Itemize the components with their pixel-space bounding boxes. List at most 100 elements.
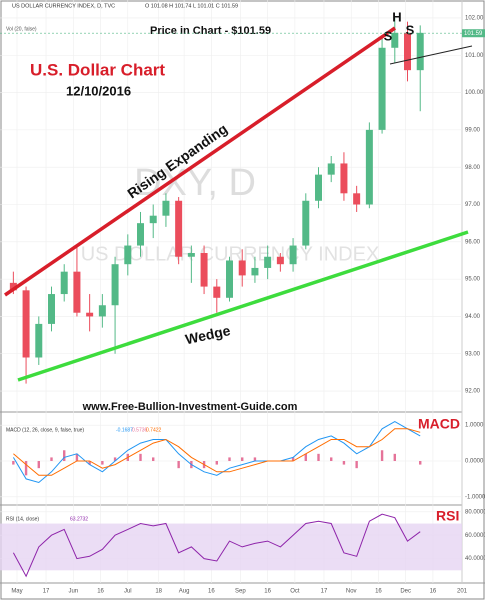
last-price-label: 101.59 — [464, 31, 483, 37]
annotation: H — [392, 9, 401, 24]
last-price-tag — [462, 29, 485, 38]
x-tick-label: Jun — [68, 589, 78, 595]
x-tick-label: 16 — [208, 589, 215, 595]
y-tick-label: 99.00 — [465, 127, 481, 133]
macd-line — [12, 421, 421, 484]
candle-body — [226, 260, 234, 298]
candle-body — [391, 32, 399, 48]
x-tick-label: May — [11, 589, 22, 595]
histogram-bar — [24, 461, 28, 476]
x-tick-label: 16 — [375, 589, 382, 595]
candle-body — [98, 305, 106, 317]
histogram-bar — [304, 453, 307, 461]
candle-body — [124, 245, 132, 265]
header: US DOLLAR CURRENCY INDEX, D, TVC — [12, 3, 115, 9]
candle-body — [149, 215, 157, 224]
candle-body — [22, 290, 30, 358]
x-tick-label: Nov — [346, 589, 357, 595]
y-tick-label: 40.0000 — [465, 556, 485, 562]
histogram-bar — [113, 457, 117, 461]
histogram-bar — [63, 450, 66, 461]
panel-title: MACD — [418, 416, 460, 432]
x-tick-label: Jul — [124, 589, 132, 595]
x-tick-label: 18 — [155, 589, 162, 595]
y-tick-label: 80.0000 — [465, 509, 485, 515]
y-tick-label: 98.00 — [465, 165, 481, 171]
candle-body — [404, 32, 412, 71]
candle-body — [175, 200, 183, 257]
y-tick-label: 100.00 — [465, 90, 484, 96]
x-tick-label: Aug — [179, 589, 190, 595]
y-tick-label: 1.0000 — [465, 423, 484, 429]
histogram-bar — [393, 453, 396, 461]
candle-body — [60, 271, 68, 295]
y-tick-label: 95.00 — [465, 277, 481, 283]
histogram-bar — [177, 461, 180, 469]
candle-body — [340, 163, 348, 194]
histogram-bar — [228, 457, 231, 461]
histogram-bar — [37, 461, 40, 469]
histogram-bar — [342, 461, 346, 465]
x-tick-label: Dec — [400, 589, 411, 595]
candle-body — [378, 47, 386, 130]
candle-body — [365, 129, 373, 205]
y-tick-label: 93.00 — [465, 351, 481, 357]
rsi-line — [12, 513, 421, 578]
candle-body — [48, 294, 55, 324]
candle-body — [302, 200, 310, 246]
histogram-bar — [50, 457, 53, 461]
candle-body — [315, 174, 323, 201]
x-tick-label: 16 — [97, 589, 104, 595]
annotation: S — [384, 28, 393, 43]
candle-body — [213, 286, 221, 298]
candle-body — [353, 193, 361, 205]
x-tick-label: 17 — [321, 589, 328, 595]
histogram-bar — [139, 453, 142, 461]
histogram-bar — [215, 461, 218, 465]
x-tick-label: Sep — [235, 589, 246, 595]
candle-body — [276, 256, 284, 265]
x-tick-label: 16 — [264, 589, 271, 595]
histogram-bar — [12, 461, 15, 465]
candle-body — [327, 163, 335, 175]
histogram-bar — [241, 457, 244, 461]
candle-body — [9, 282, 17, 291]
trend-line — [17, 230, 469, 382]
watermark: DXY, D — [134, 162, 256, 204]
histogram-bar — [101, 461, 104, 465]
ohlc-readout: O 101.08 H 101.74 L 101.01 C 101.59 — [145, 3, 238, 9]
histogram-bar — [75, 453, 79, 461]
histogram-bar — [355, 461, 358, 469]
volume-label: Vol (20, false) — [6, 26, 37, 32]
y-tick-label: 94.00 — [465, 314, 481, 320]
candle-body — [251, 267, 259, 276]
rsi-label: RSI (14, close) — [6, 516, 39, 522]
y-tick-label: 60.0000 — [465, 533, 485, 539]
rsi-band — [0, 523, 462, 571]
rsi-readout: 63.2732 — [70, 516, 88, 522]
macd-readout: 0.7422 — [146, 427, 162, 433]
candle-body — [162, 200, 170, 216]
annotation: S — [406, 22, 415, 37]
trend-line — [4, 26, 396, 297]
candle-body — [35, 323, 43, 358]
candle-body — [289, 245, 297, 265]
x-tick-label: 201 — [457, 589, 468, 595]
y-tick-label: 96.00 — [465, 239, 481, 245]
histogram-bar — [380, 450, 384, 461]
x-tick-label: 16 — [430, 589, 437, 595]
price-note: Price in Chart - $101.59 — [150, 25, 271, 37]
histogram-bar — [88, 461, 91, 465]
watermark: US DOLLAR CURRENCY INDEX — [81, 243, 380, 265]
panel-title: RSI — [436, 508, 459, 524]
y-tick-label: -1.0000 — [465, 494, 485, 500]
candle-body — [416, 32, 424, 71]
macd-label: MACD (12, 26, close, 9, false, true) — [6, 427, 84, 433]
y-tick-label: 102.00 — [465, 16, 484, 22]
neckline — [389, 45, 473, 65]
candle-body — [73, 271, 81, 313]
macd-readout: 0.5736 — [132, 427, 148, 433]
